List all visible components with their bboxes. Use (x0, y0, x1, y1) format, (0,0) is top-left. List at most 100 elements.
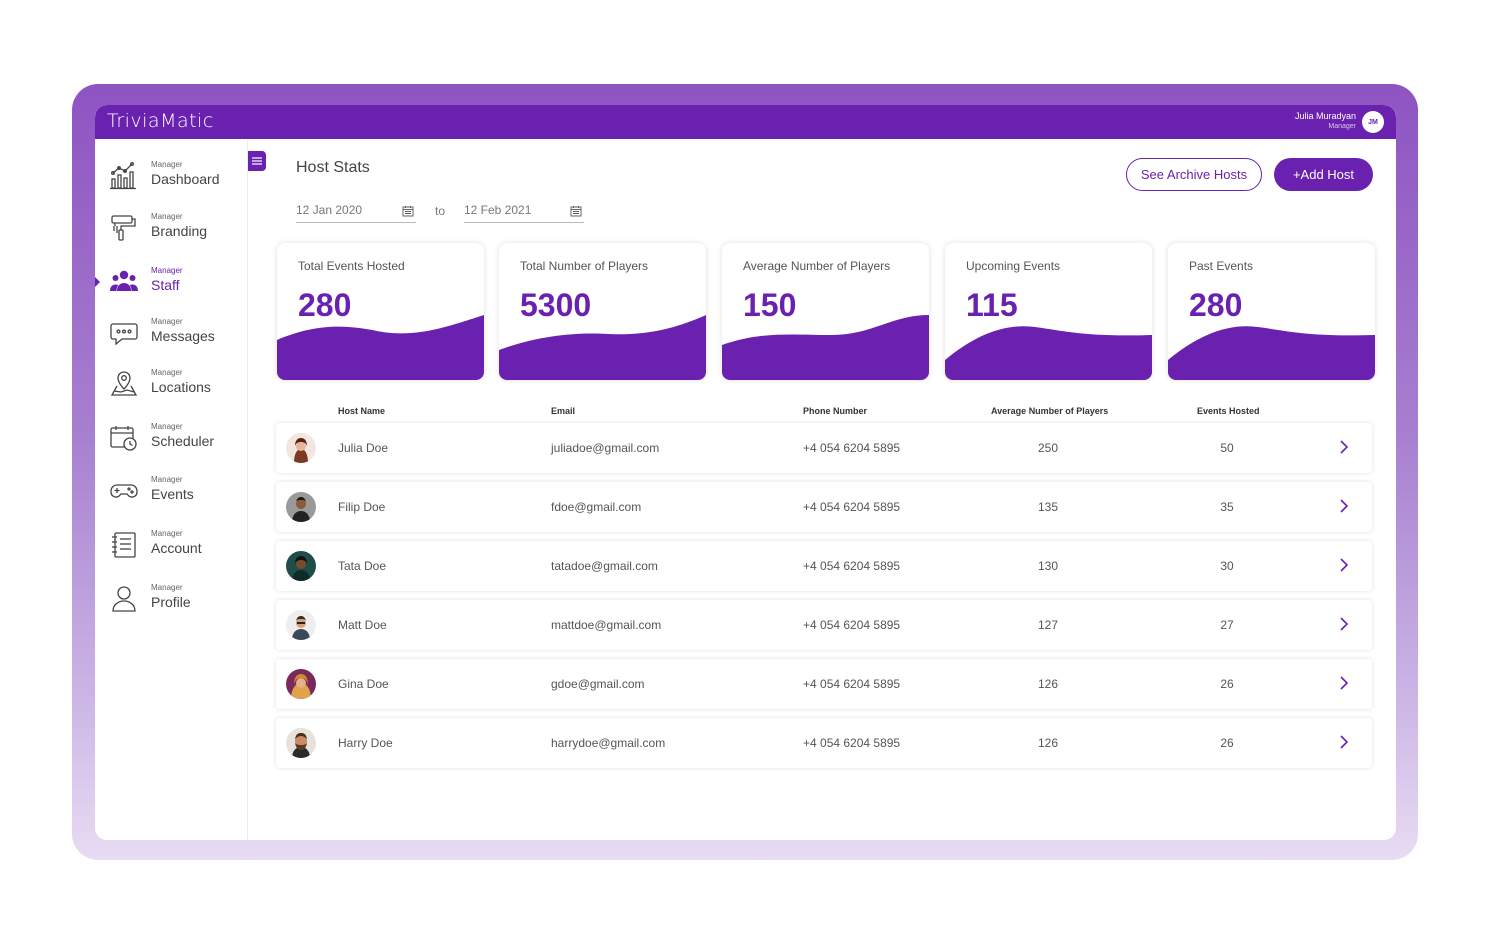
host-email: harrydoe@gmail.com (551, 736, 666, 750)
sidebar-item-events[interactable]: Manager Events (95, 472, 248, 512)
stat-card-past-events: Past Events 280 (1168, 243, 1375, 380)
chevron-right-icon[interactable] (1338, 498, 1350, 514)
stat-card-wave (722, 315, 929, 380)
host-average-players: 126 (1037, 677, 1059, 691)
date-to-field[interactable]: 12 Feb 2021 (464, 203, 584, 223)
host-events-hosted: 27 (1220, 618, 1234, 632)
menu-toggle-button[interactable] (248, 151, 266, 171)
sidebar-item-sub: Manager (151, 368, 183, 377)
sidebar-item-label: Staff (151, 277, 180, 293)
column-header-phone[interactable]: Phone Number (803, 406, 868, 416)
host-name: Tata Doe (338, 559, 387, 573)
column-header-email[interactable]: Email (551, 406, 576, 416)
host-phone: +4 054 6204 5895 (803, 618, 901, 632)
avatar[interactable]: JM (1362, 111, 1384, 133)
chevron-right-icon[interactable] (1338, 675, 1350, 691)
host-events-hosted: 26 (1220, 736, 1234, 750)
sidebar-item-dashboard[interactable]: Manager Dashboard (95, 157, 248, 197)
ledger-icon (112, 532, 136, 558)
app-window: TriviaMatic Julia Muradyan Manager JM Ma… (95, 105, 1396, 840)
stat-card-value: 5300 (520, 287, 592, 323)
sidebar-item-messages[interactable]: Manager Messages (95, 314, 248, 354)
app-logo[interactable]: TriviaMatic (107, 110, 214, 132)
sidebar-item-sub: Manager (151, 422, 183, 431)
stat-card-upcoming-events: Upcoming Events 115 (945, 243, 1152, 380)
stat-card-wave (945, 326, 1152, 380)
chevron-right-icon[interactable] (1338, 439, 1350, 455)
chart-icon (110, 162, 136, 190)
host-average-players: 135 (1037, 500, 1059, 514)
users-icon (110, 270, 138, 291)
stat-card-wave (277, 315, 484, 380)
calendar-clock-icon (110, 426, 137, 451)
sidebar-item-sub: Manager (151, 266, 183, 275)
column-header-events-hosted[interactable]: Events Hosted (1197, 406, 1260, 416)
host-average-players: 126 (1037, 736, 1059, 750)
sidebar-item-label: Messages (151, 328, 215, 344)
sidebar-item-staff[interactable]: Manager Staff (95, 263, 248, 303)
table-row[interactable]: Harry Doe harrydoe@gmail.com +4 054 6204… (276, 718, 1372, 768)
sidebar-item-label: Scheduler (151, 433, 215, 449)
user-info[interactable]: Julia Muradyan Manager (1295, 111, 1356, 132)
date-to-value: 12 Feb 2021 (464, 203, 532, 217)
date-from-field[interactable]: 12 Jan 2020 (296, 203, 416, 223)
active-indicator (95, 277, 100, 287)
sidebar-item-label: Dashboard (151, 171, 220, 187)
host-events-hosted: 26 (1220, 677, 1234, 691)
chevron-right-icon[interactable] (1338, 557, 1350, 573)
gamepad-icon (110, 484, 138, 498)
host-email: mattdoe@gmail.com (551, 618, 662, 632)
chat-icon (110, 323, 138, 346)
stat-card-value: 115 (966, 287, 1018, 323)
host-events-hosted: 35 (1220, 500, 1234, 514)
user-name: Julia Muradyan (1294, 111, 1356, 121)
table-row[interactable]: Filip Doe fdoe@gmail.com +4 054 6204 589… (276, 482, 1372, 532)
sidebar-item-sub: Manager (151, 529, 183, 538)
chevron-right-icon[interactable] (1338, 734, 1350, 750)
host-phone: +4 054 6204 5895 (803, 559, 901, 573)
sidebar-item-sub: Manager (151, 212, 183, 221)
host-name: Harry Doe (338, 736, 393, 750)
host-name: Filip Doe (338, 500, 386, 514)
stat-card-value: 280 (1189, 287, 1243, 323)
host-phone: +4 054 6204 5895 (803, 736, 901, 750)
sidebar-item-branding[interactable]: Manager Branding (95, 209, 248, 249)
see-archive-hosts-button[interactable]: See Archive Hosts (1126, 158, 1262, 191)
stat-card-average-players: Average Number of Players 150 (722, 243, 929, 380)
host-avatar (286, 669, 316, 699)
stat-card-title: Past Events (1189, 259, 1254, 273)
date-from-value: 12 Jan 2020 (296, 203, 363, 217)
stat-card-value: 150 (743, 287, 797, 323)
add-host-button[interactable]: +Add Host (1274, 158, 1373, 191)
host-email: gdoe@gmail.com (551, 677, 645, 691)
user-role: Manager (1328, 123, 1356, 130)
sidebar-item-sub: Manager (151, 475, 183, 484)
host-phone: +4 054 6204 5895 (803, 677, 901, 691)
host-phone: +4 054 6204 5895 (803, 441, 901, 455)
sidebar-item-account[interactable]: Manager Account (95, 526, 248, 566)
date-range-separator: to (435, 204, 446, 218)
sidebar-item-locations[interactable]: Manager Locations (95, 365, 248, 405)
host-avatar (286, 492, 316, 522)
sidebar-item-scheduler[interactable]: Manager Scheduler (95, 419, 248, 459)
sidebar-item-label: Events (151, 486, 194, 502)
calendar-icon[interactable] (570, 205, 582, 217)
table-row[interactable]: Gina Doe gdoe@gmail.com +4 054 6204 5895… (276, 659, 1372, 709)
host-average-players: 127 (1037, 618, 1059, 632)
calendar-icon[interactable] (402, 205, 414, 217)
column-header-average-players[interactable]: Average Number of Players (991, 406, 1109, 416)
host-events-hosted: 50 (1220, 441, 1234, 455)
menu-icon (252, 157, 262, 165)
host-avatar (286, 551, 316, 581)
paint-roller-icon (111, 215, 136, 241)
stat-card-title: Total Events Hosted (298, 259, 405, 273)
table-row[interactable]: Julia Doe juliadoe@gmail.com +4 054 6204… (276, 423, 1372, 473)
table-row[interactable]: Matt Doe mattdoe@gmail.com +4 054 6204 5… (276, 600, 1372, 650)
chevron-right-icon[interactable] (1338, 616, 1350, 632)
stat-card-wave (499, 315, 706, 380)
stat-card-total-events: Total Events Hosted 280 (277, 243, 484, 380)
column-header-host-name[interactable]: Host Name (338, 406, 386, 416)
table-row[interactable]: Tata Doe tatadoe@gmail.com +4 054 6204 5… (276, 541, 1372, 591)
sidebar-item-profile[interactable]: Manager Profile (95, 580, 248, 620)
host-name: Julia Doe (338, 441, 389, 455)
